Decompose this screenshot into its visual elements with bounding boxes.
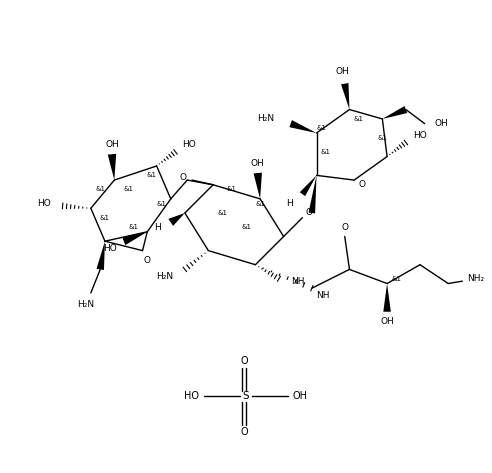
Polygon shape [253,173,262,199]
Text: &1: &1 [123,186,133,193]
Text: &1: &1 [392,276,402,282]
Text: HO: HO [183,140,196,149]
Polygon shape [289,120,316,133]
Text: &1: &1 [321,149,331,155]
Text: &1: &1 [128,224,138,230]
Polygon shape [382,106,407,119]
Text: NH: NH [316,291,330,300]
Text: H₂N: H₂N [257,114,274,123]
Text: HO: HO [103,244,117,253]
Text: HO: HO [413,131,427,140]
Text: OH: OH [336,68,349,77]
Text: &1: &1 [316,125,326,131]
Polygon shape [108,154,116,180]
Polygon shape [300,175,316,196]
Polygon shape [341,83,349,110]
Text: OH: OH [380,316,394,325]
Text: OH: OH [434,119,448,128]
Polygon shape [168,213,185,226]
Text: H₂N: H₂N [156,272,173,281]
Text: H: H [286,199,293,208]
Text: OH: OH [105,140,119,149]
Text: &1: &1 [227,186,237,193]
Text: H₂N: H₂N [78,300,94,309]
Text: NH: NH [291,277,304,286]
Text: &1: &1 [95,186,105,193]
Text: O: O [240,356,248,366]
Text: &1: &1 [100,215,110,221]
Polygon shape [96,241,105,270]
Text: O: O [240,427,248,437]
Text: HO: HO [184,391,199,402]
Text: &1: &1 [255,201,265,207]
Text: &1: &1 [241,224,251,230]
Text: H: H [154,223,161,232]
Text: &1: &1 [156,201,166,207]
Text: &1: &1 [354,116,364,122]
Text: &1: &1 [217,210,227,216]
Text: &1: &1 [147,172,157,178]
Text: O: O [359,180,366,189]
Text: O: O [341,223,348,232]
Text: &1: &1 [377,135,387,141]
Polygon shape [308,175,316,213]
Text: OH: OH [251,159,265,168]
Text: HO: HO [37,199,51,208]
Text: OH: OH [293,391,308,402]
Text: O: O [144,255,151,264]
Polygon shape [383,283,391,312]
Text: O: O [306,209,313,218]
Polygon shape [122,232,147,245]
Text: O: O [179,173,186,182]
Text: S: S [243,391,249,402]
Text: NH₂: NH₂ [467,274,484,283]
